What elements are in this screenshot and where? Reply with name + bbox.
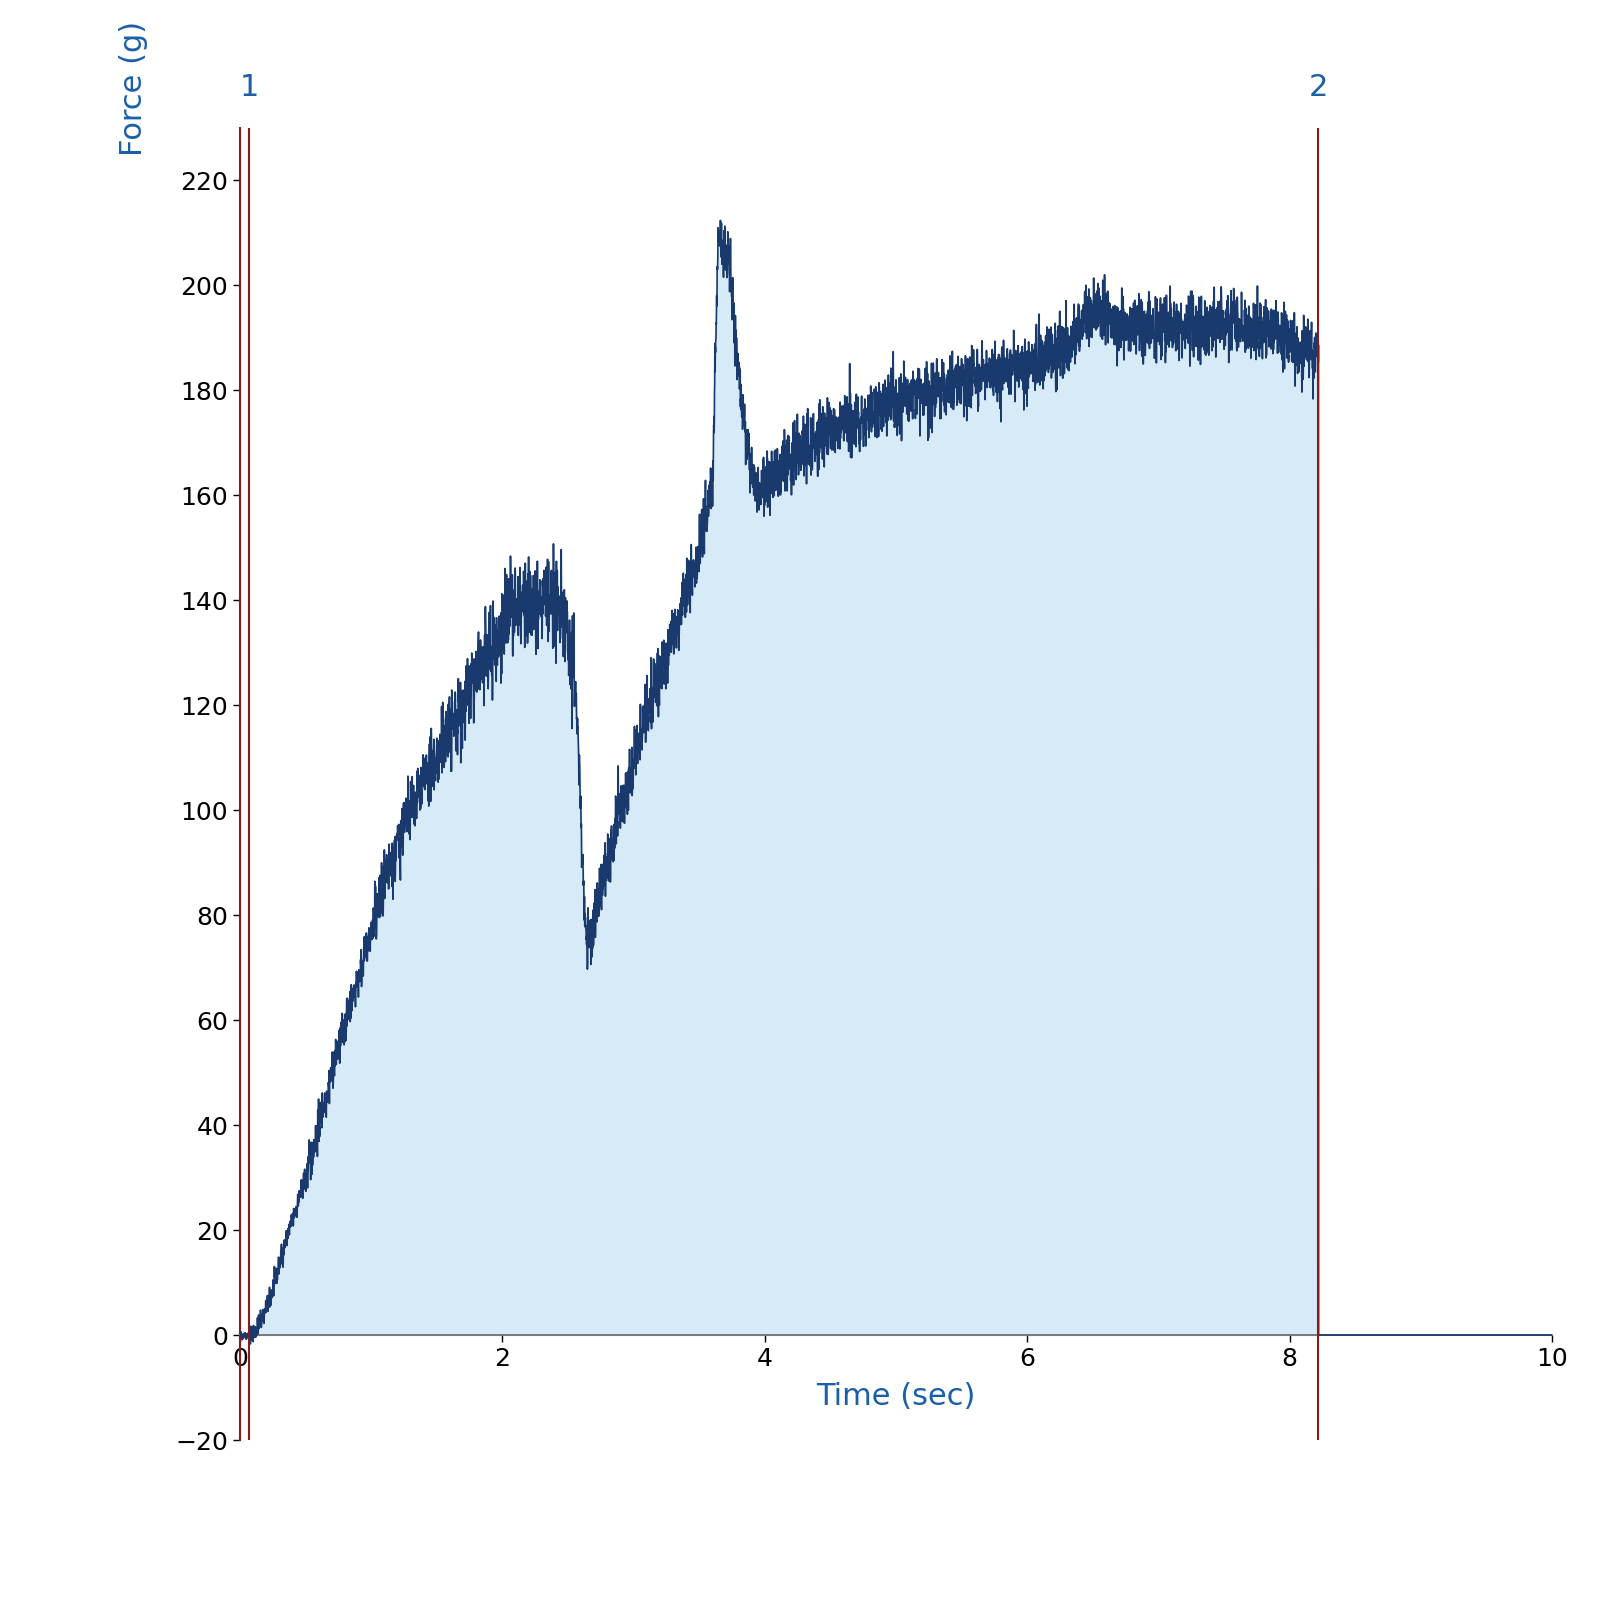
Y-axis label: Force (g): Force (g) <box>118 21 149 157</box>
Text: 1: 1 <box>240 72 259 102</box>
Text: 2: 2 <box>1309 72 1328 102</box>
X-axis label: Time (sec): Time (sec) <box>816 1382 976 1411</box>
